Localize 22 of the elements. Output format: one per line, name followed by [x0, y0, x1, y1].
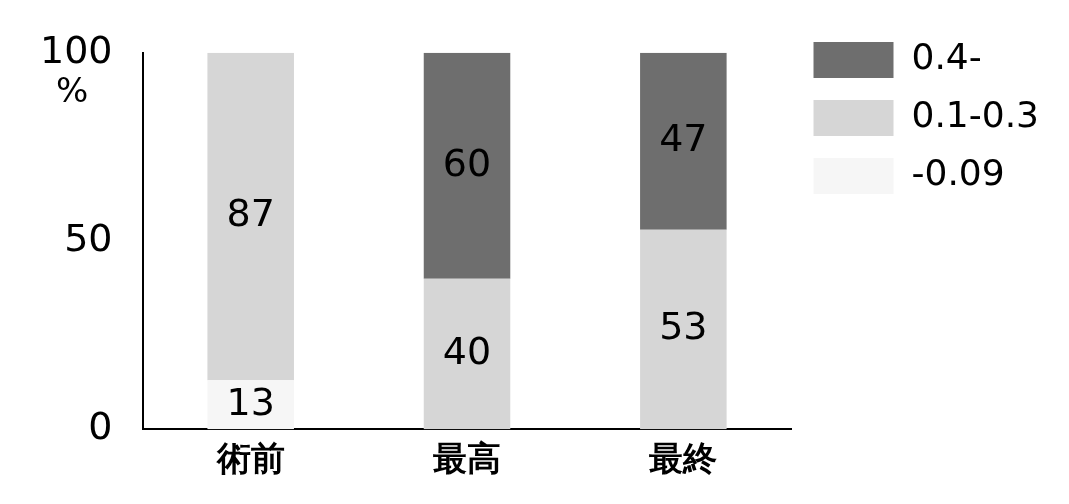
x-tick-label: 最高 [433, 438, 502, 479]
legend-label: 0.1-0.3 [911, 94, 1040, 136]
bar [423, 52, 511, 279]
y-tick-label: 0 [88, 404, 113, 449]
data-label: 13 [226, 379, 275, 424]
legend-label: 0.4- [911, 36, 982, 78]
bar [207, 380, 294, 430]
y-axis-title: % [56, 69, 89, 110]
data-label: 60 [442, 140, 492, 185]
x-tick-label: 術前 [215, 438, 285, 479]
y-tick-label: 50 [64, 215, 113, 260]
y-tick-label: 100 [40, 27, 113, 72]
bar [640, 229, 727, 430]
bar [640, 52, 727, 230]
bar [423, 278, 511, 430]
data-label: 47 [659, 116, 708, 161]
data-label: 40 [442, 328, 492, 373]
x-tick-label: 最終 [649, 438, 718, 479]
legend-label: -0.09 [911, 152, 1005, 194]
data-label: 87 [226, 191, 275, 236]
data-label: 53 [659, 304, 708, 349]
bar [207, 52, 294, 381]
